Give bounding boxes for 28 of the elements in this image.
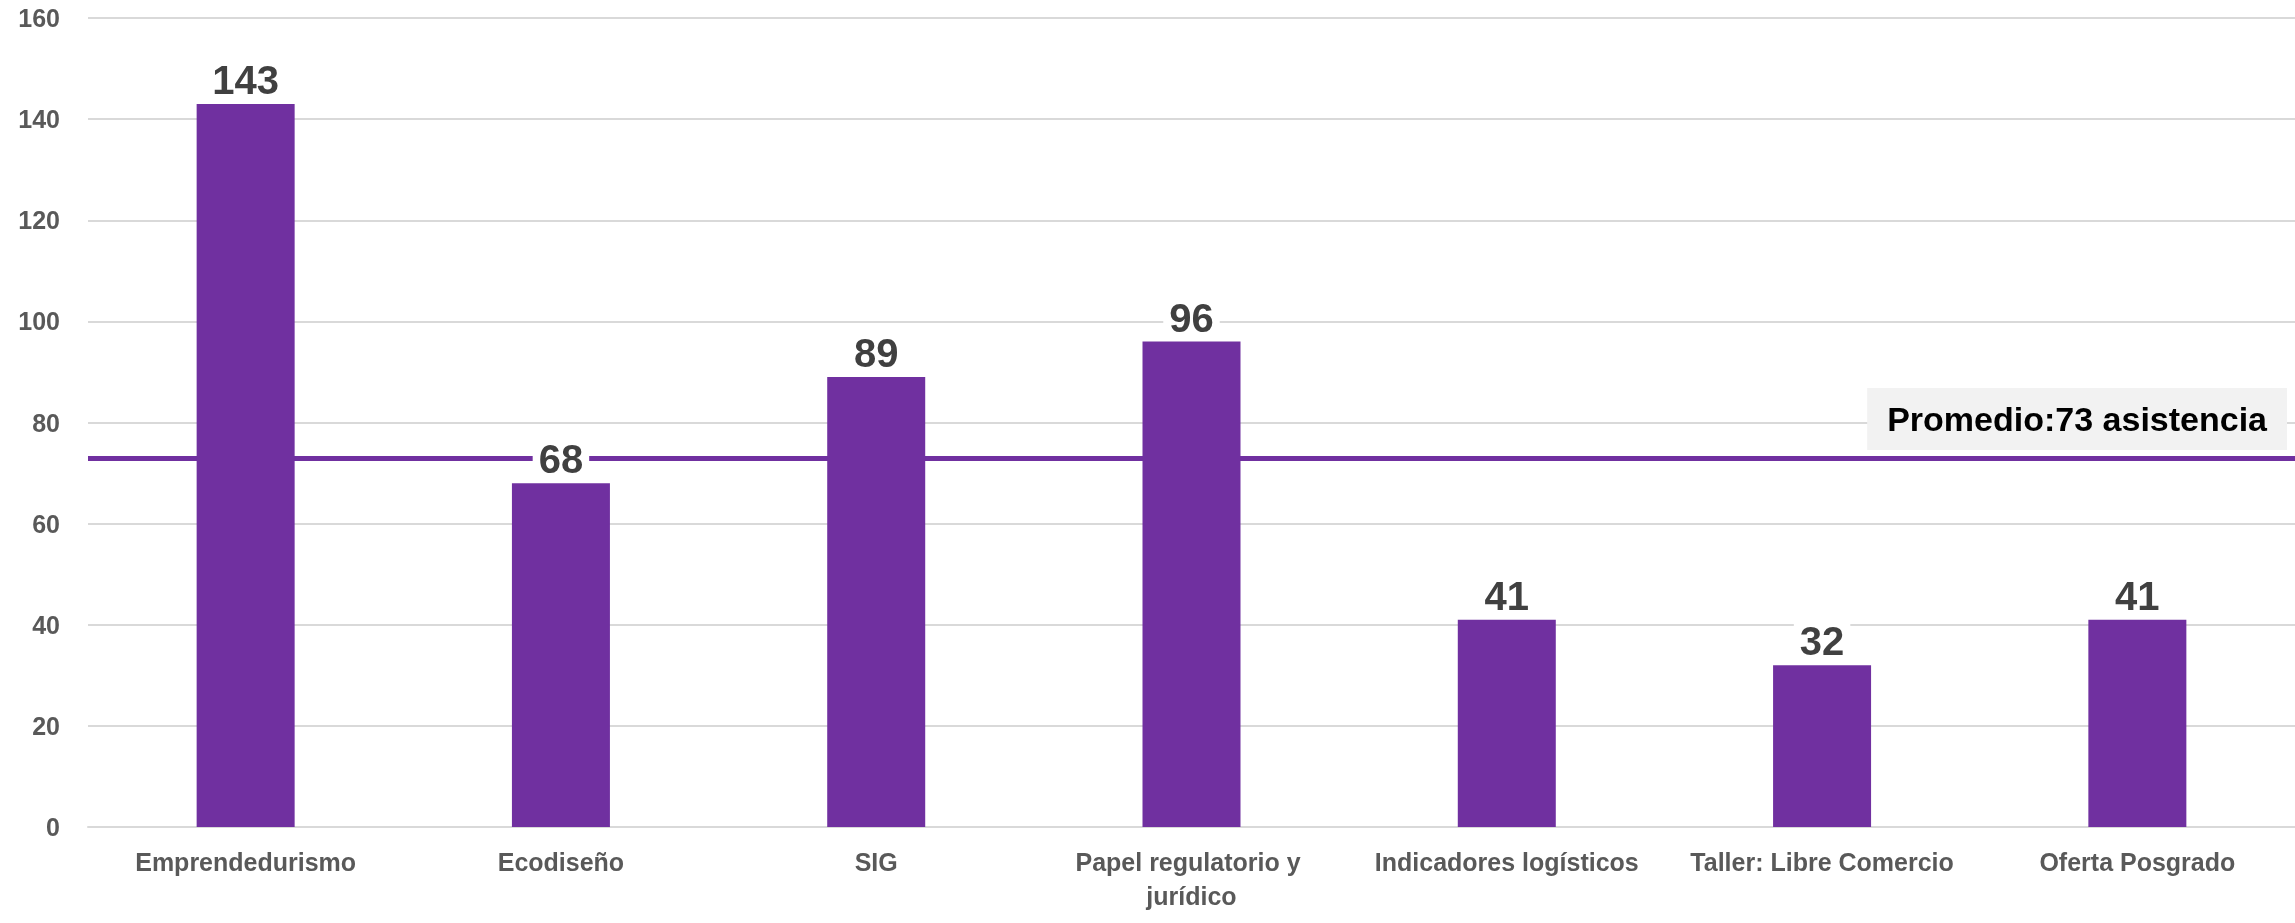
data-label: 32	[1799, 619, 1845, 664]
bar	[1773, 665, 1872, 827]
x-tick-label: Oferta Posgrado	[2039, 848, 2236, 876]
y-tick-label: 0	[46, 813, 60, 841]
x-tick-label: Emprendedurismo	[135, 848, 357, 876]
x-tick-label: Taller: Libre Comercio	[1690, 848, 1954, 876]
x-tick-label: Ecodiseño	[497, 848, 625, 876]
data-label: 41	[1484, 573, 1530, 618]
y-tick-label: 120	[18, 206, 60, 235]
y-tick-label: 80	[32, 408, 60, 437]
data-label: 41	[2115, 573, 2160, 618]
bar	[2088, 619, 2187, 827]
bar	[511, 483, 610, 827]
data-label: 68	[538, 437, 584, 482]
data-label: 89	[853, 330, 899, 375]
data-label: 96	[1169, 295, 1214, 340]
y-tick-label: 140	[18, 105, 60, 134]
y-tick-label: 60	[32, 509, 60, 538]
x-tick-label: Papel regulatorio y jurídico	[1075, 848, 1308, 910]
x-tick-label: Indicadores logísticos	[1374, 848, 1639, 876]
y-tick-label: 100	[18, 307, 60, 336]
y-tick-label: 160	[18, 4, 60, 32]
y-tick-label: 40	[32, 610, 60, 639]
y-tick-label: 20	[32, 711, 60, 740]
ref-line-label: Promedio:73 asistencia	[1887, 399, 2269, 438]
x-tick-label: SIG	[854, 848, 898, 876]
bar	[1457, 619, 1556, 827]
data-label: 143	[212, 57, 280, 102]
